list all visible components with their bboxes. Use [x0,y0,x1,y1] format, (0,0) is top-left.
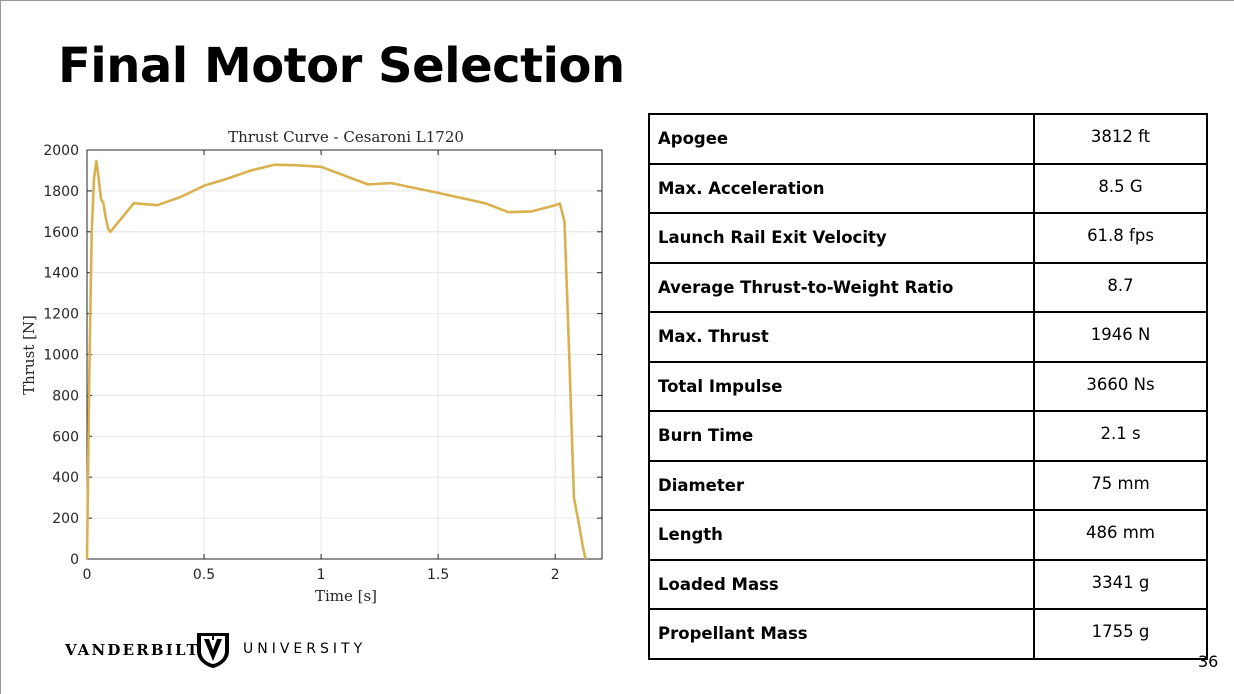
spec-label: Diameter [648,459,1035,511]
table-row: Apogee 3812 ft [648,113,1208,165]
y-axis-label: Thrust [N] [20,315,38,395]
spec-label: Total Impulse [648,360,1035,412]
table-row: Total Impulse 3660 Ns [648,360,1208,412]
spec-label: Apogee [648,113,1035,165]
x-tick-label: 0 [83,567,92,583]
spec-label: Max. Thrust [648,311,1035,363]
spec-value: 61.8 fps [1033,212,1208,264]
y-tick-label: 0 [70,552,79,568]
x-tick-label: 1.5 [427,567,449,583]
spec-label: Average Thrust-to-Weight Ratio [648,261,1035,313]
spec-value: 3660 Ns [1033,360,1208,412]
table-row: Length 486 mm [648,509,1208,561]
x-axis-label: Time [s] [315,587,377,605]
thrust-curve-chart: 0 0.5 1 1.5 2 0 200 400 600 800 1000 1200 1400 1600 18… [20,128,603,605]
spec-value: 8.5 G [1033,162,1208,214]
x-tick-label: 0.5 [193,567,215,583]
table-row: Max. Thrust 1946 N [648,311,1208,363]
spec-label: Length [648,509,1035,561]
logo-word-right: UNIVERSITY [243,641,367,657]
table-row: Loaded Mass 3341 g [648,558,1208,610]
spec-value: 3812 ft [1033,113,1208,165]
y-tick-label: 1000 [43,348,79,364]
y-tick-label: 1600 [43,225,79,241]
motor-specs-table: Apogee 3812 ft Max. Acceleration 8.5 G Launc… [648,113,1208,660]
y-tick-label: 1400 [43,266,79,282]
chart-ticks: 0 0.5 1 1.5 2 0 200 400 600 800 1000 1200 1400 1600 18… [43,143,602,583]
table-row: Launch Rail Exit Velocity 61.8 fps [648,212,1208,264]
chart-title: Thrust Curve - Cesaroni L1720 [228,128,464,146]
y-tick-label: 2000 [43,143,79,159]
thrust-series-line [85,159,587,560]
spec-label: Propellant Mass [648,608,1035,660]
spec-value: 1755 g [1033,608,1208,660]
table-row: Diameter 75 mm [648,459,1208,511]
x-tick-label: 1 [317,567,326,583]
spec-label: Loaded Mass [648,558,1035,610]
spec-value: 75 mm [1033,459,1208,511]
spec-label: Launch Rail Exit Velocity [648,212,1035,264]
slide-border-top [0,0,1234,1]
y-tick-label: 200 [52,511,79,527]
spec-label: Burn Time [648,410,1035,462]
spec-value: 1946 N [1033,311,1208,363]
y-tick-label: 400 [52,470,79,486]
y-tick-label: 600 [52,429,79,445]
table-row: Max. Acceleration 8.5 G [648,162,1208,214]
y-tick-label: 800 [52,388,79,404]
spec-value: 2.1 s [1033,410,1208,462]
logo-word-left: VANDERBILT [65,641,200,659]
spec-value: 486 mm [1033,509,1208,561]
y-tick-label: 1800 [43,184,79,200]
table-row: Propellant Mass 1755 g [648,608,1208,660]
table-row: Average Thrust-to-Weight Ratio 8.7 [648,261,1208,313]
shield-icon [197,633,229,668]
spec-value: 3341 g [1033,558,1208,610]
slide-title: Final Motor Selection [58,38,625,94]
table-row: Burn Time 2.1 s [648,410,1208,462]
y-tick-label: 1200 [43,307,79,323]
spec-value: 8.7 [1033,261,1208,313]
spec-label: Max. Acceleration [648,162,1035,214]
page-number: 36 [1198,652,1219,671]
x-tick-label: 2 [551,567,560,583]
slide-border-left [0,0,1,694]
